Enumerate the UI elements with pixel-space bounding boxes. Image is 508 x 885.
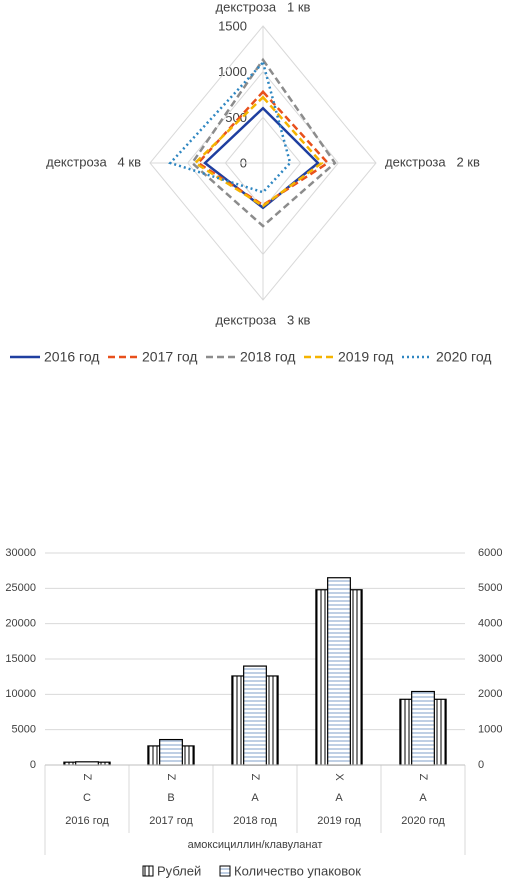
y-tick-label: 0 bbox=[30, 759, 36, 771]
x-tick-label: 2017 год bbox=[149, 815, 193, 827]
y-tick-label: 15000 bbox=[5, 653, 36, 665]
legend-swatch bbox=[142, 865, 154, 877]
x-tick-label: 2016 год bbox=[65, 815, 109, 827]
category-code: A bbox=[419, 792, 427, 804]
y-tick-label: 20000 bbox=[5, 618, 36, 630]
r-tick-label: 1000 bbox=[218, 64, 247, 79]
category-code: C bbox=[83, 792, 91, 804]
category-code: A bbox=[335, 792, 343, 804]
y-tick-label: 10000 bbox=[5, 688, 36, 700]
category-code: B bbox=[167, 792, 174, 804]
radar-line bbox=[190, 57, 337, 228]
x-tick-label: 2018 год bbox=[233, 815, 277, 827]
x-tick-label: 2020 год bbox=[401, 815, 445, 827]
legend-label: Рублей bbox=[157, 863, 201, 878]
legend-label: 2019 год bbox=[338, 349, 393, 365]
legend-swatch bbox=[219, 865, 231, 877]
legend-label: 2018 год bbox=[240, 349, 295, 365]
category-code: Z bbox=[81, 774, 93, 781]
category-code: Z bbox=[165, 774, 177, 781]
axis-label: декстроза 2 кв bbox=[385, 154, 480, 169]
legend-label: 2016 год bbox=[44, 349, 99, 365]
bar bbox=[243, 665, 267, 766]
y2-tick-label: 2000 bbox=[478, 688, 502, 700]
radar-line bbox=[193, 95, 324, 208]
bar bbox=[411, 690, 435, 766]
category-code: Z bbox=[417, 774, 429, 781]
radar-line bbox=[168, 60, 292, 194]
category-code: Z bbox=[249, 774, 261, 781]
y2-tick-label: 1000 bbox=[478, 724, 502, 736]
y2-tick-label: 5000 bbox=[478, 582, 502, 594]
legend-label: 2020 год bbox=[436, 349, 491, 365]
legend-label: 2017 год bbox=[142, 349, 197, 365]
y2-tick-label: 3000 bbox=[478, 653, 502, 665]
bar bbox=[159, 738, 183, 766]
y2-tick-label: 0 bbox=[478, 759, 484, 771]
x-tick-label: 2019 год bbox=[317, 815, 361, 827]
legend-label: Количество упаковок bbox=[234, 863, 361, 878]
category-code: A bbox=[251, 792, 259, 804]
axis-label: декстроза 1 кв bbox=[216, 0, 311, 14]
group-label: амоксициллин/клавуланат bbox=[188, 839, 323, 851]
r-tick-label: 1500 bbox=[218, 18, 247, 33]
r-tick-label: 500 bbox=[225, 110, 247, 125]
bar bbox=[327, 577, 351, 766]
y2-tick-label: 4000 bbox=[478, 618, 502, 630]
category-code: X bbox=[333, 773, 345, 781]
y-tick-label: 25000 bbox=[5, 582, 36, 594]
axis-label: декстроза 3 кв bbox=[216, 312, 311, 327]
y2-tick-label: 6000 bbox=[478, 547, 502, 559]
y-tick-label: 5000 bbox=[12, 724, 36, 736]
radar-line bbox=[203, 106, 320, 210]
axis-label: декстроза 4 кв bbox=[46, 154, 141, 169]
y-tick-label: 30000 bbox=[5, 547, 36, 559]
